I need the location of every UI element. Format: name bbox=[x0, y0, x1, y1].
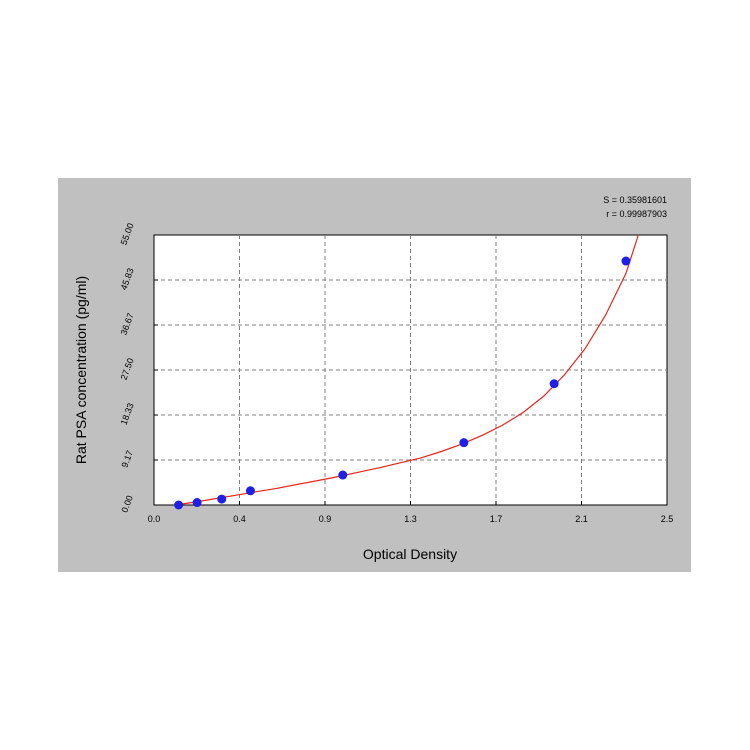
x-tick-label: 2.1 bbox=[575, 514, 588, 524]
y-tick-label: 55.00 bbox=[119, 222, 136, 247]
stat-r: r = 0.99987903 bbox=[606, 209, 667, 219]
grid-lines bbox=[154, 235, 667, 505]
y-axis-ticks: 0.00 9.17 18.33 27.50 36.67 45.83 55.00 bbox=[119, 222, 158, 514]
data-point bbox=[245, 486, 255, 496]
x-tick-label: 1.3 bbox=[404, 514, 417, 524]
chart-svg: 0.0 0.4 0.9 1.3 1.7 2.1 2.5 0.00 9.17 18.33 27.50… bbox=[73, 195, 674, 562]
y-tick-label: 36.67 bbox=[119, 312, 136, 337]
x-axis-title: Optical Density bbox=[363, 546, 457, 562]
data-point bbox=[192, 498, 202, 508]
data-point bbox=[549, 379, 559, 389]
data-point bbox=[217, 494, 227, 504]
stat-s: S = 0.35981601 bbox=[603, 195, 667, 205]
y-tick-label: 9.17 bbox=[119, 449, 134, 469]
x-tick-label: 0.0 bbox=[148, 514, 161, 524]
x-tick-label: 2.5 bbox=[661, 514, 674, 524]
data-point bbox=[621, 256, 631, 266]
x-tick-label: 1.7 bbox=[490, 514, 503, 524]
data-point bbox=[338, 470, 348, 480]
x-tick-label: 0.4 bbox=[233, 514, 246, 524]
y-tick-label: 18.33 bbox=[119, 402, 136, 427]
data-point bbox=[174, 500, 184, 510]
y-tick-label: 45.83 bbox=[119, 267, 136, 292]
y-axis-title: Rat PSA concentration (pg/ml) bbox=[73, 276, 89, 464]
x-axis-ticks: 0.0 0.4 0.9 1.3 1.7 2.1 2.5 bbox=[148, 501, 674, 524]
x-tick-label: 0.9 bbox=[319, 514, 332, 524]
data-point bbox=[459, 438, 469, 448]
y-tick-label: 27.50 bbox=[119, 357, 136, 382]
y-tick-label: 0.00 bbox=[119, 494, 134, 514]
chart-panel: 0.0 0.4 0.9 1.3 1.7 2.1 2.5 0.00 9.17 18.33 27.50… bbox=[58, 178, 691, 572]
data-points bbox=[174, 256, 631, 510]
